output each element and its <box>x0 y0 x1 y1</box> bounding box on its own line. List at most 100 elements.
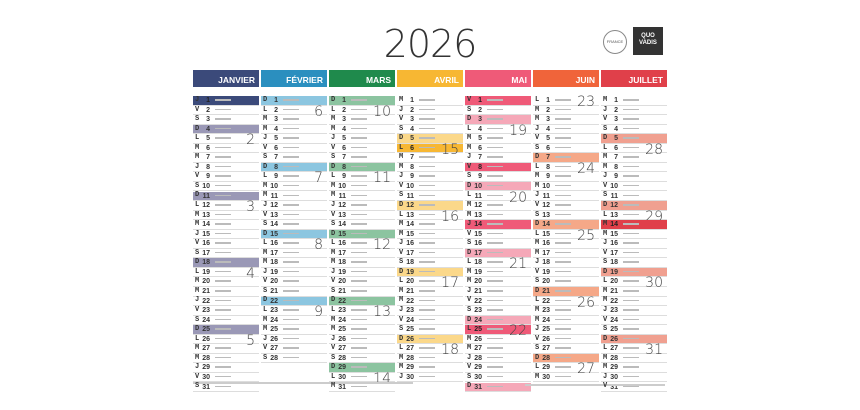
day-row: 7 <box>261 153 327 163</box>
day-number: 25 <box>610 326 618 334</box>
day-row: 23 <box>601 306 667 316</box>
saint-name <box>623 184 639 187</box>
saint-name <box>555 137 571 139</box>
day-row: 15 <box>465 230 531 240</box>
day-row: 2 <box>465 106 531 116</box>
day-number: 20 <box>542 278 550 286</box>
day-row: 3 <box>193 115 259 125</box>
day-row: 26 <box>329 335 395 345</box>
saint-name <box>351 337 367 340</box>
day-row: 18 <box>601 258 667 268</box>
saint-name <box>623 204 639 206</box>
day-number: 27 <box>406 345 414 353</box>
saint-name <box>623 280 639 282</box>
day-row: 4 <box>193 124 259 135</box>
saint-name <box>487 184 503 187</box>
day-row: 12 <box>329 201 395 211</box>
saint-name <box>623 156 639 158</box>
day-number: 13 <box>406 211 414 219</box>
day-row: 5 <box>397 134 463 144</box>
day-number: 24 <box>338 316 346 324</box>
saint-name <box>283 309 299 311</box>
day-number: 28 <box>542 354 550 362</box>
saint-name <box>487 232 503 235</box>
saint-name <box>419 261 435 263</box>
day-number: 22 <box>270 297 278 305</box>
day-row: 20 <box>261 277 327 287</box>
saint-name <box>487 366 503 368</box>
day-row: 28 <box>601 354 667 364</box>
day-row: 22 <box>397 297 463 307</box>
saint-name <box>215 356 231 359</box>
day-row: 15 <box>261 229 327 240</box>
day-row: 29 <box>601 363 667 373</box>
day-number: 30 <box>338 373 346 381</box>
day-row: 3 <box>329 115 395 125</box>
day-row: 31 <box>465 382 531 393</box>
day-row: 8 24 <box>533 162 599 176</box>
saint-name <box>419 347 435 349</box>
day-number: 9 <box>274 173 278 181</box>
day-row: 4 <box>533 125 599 135</box>
saint-name <box>419 309 435 311</box>
saint-name <box>555 328 571 330</box>
day-row: 12 3 <box>193 200 259 214</box>
day-number: 27 <box>202 345 210 353</box>
day-number: 20 <box>202 278 210 286</box>
saint-name <box>623 290 639 292</box>
day-row: 27 <box>533 344 599 354</box>
day-row: 13 <box>329 211 395 221</box>
day-number: 10 <box>406 182 414 190</box>
day-number: 15 <box>406 230 414 238</box>
day-row: 12 <box>465 201 531 211</box>
day-number: 14 <box>202 221 210 229</box>
saint-name <box>487 337 503 340</box>
saint-name <box>487 137 503 139</box>
week-number: 2 <box>246 132 255 149</box>
day-row: 21 <box>601 287 667 297</box>
day-row: 12 <box>601 201 667 211</box>
day-row: 13 <box>193 211 259 221</box>
saint-name <box>487 165 503 168</box>
saint-name <box>419 299 435 302</box>
day-number: 17 <box>338 249 346 257</box>
day-number: 1 <box>546 97 550 104</box>
saint-name <box>283 270 299 273</box>
saint-name <box>351 242 367 244</box>
day-row: 29 <box>329 363 395 373</box>
day-number: 12 <box>338 202 346 210</box>
day-row: 20 17 <box>397 277 463 290</box>
day-row: 26 <box>261 335 327 345</box>
day-number: 28 <box>406 354 414 362</box>
day-number: 17 <box>610 249 618 257</box>
saint-name <box>351 375 367 378</box>
footer-legend <box>193 382 413 384</box>
day-number: 25 <box>406 326 414 334</box>
saint-name <box>487 175 503 177</box>
month-column: MAI 1 2 3 4 19 5 6 7 8 9 10 11 20 12 13 14 15 16 17 18 21 19 20… <box>465 70 531 393</box>
month-column: MARS 1 2 10 3 4 5 6 7 8 9 11 10 11 12 13 14 15 16 12 17 18 19 2… <box>329 70 395 393</box>
day-number: 15 <box>270 230 278 238</box>
day-row: 6 <box>465 144 531 154</box>
saint-name <box>487 328 503 330</box>
saint-name <box>487 299 503 302</box>
weekday-letters-column: VSDLMMJVSDLMMJVSDLMMJVSDLMMJVSD <box>467 96 472 391</box>
day-number: 24 <box>474 316 482 324</box>
day-number: 10 <box>542 182 550 190</box>
saint-name <box>283 242 299 244</box>
day-row: 2 <box>397 106 463 116</box>
day-row: 10 <box>397 182 463 192</box>
day-number: 20 <box>406 278 414 286</box>
day-number: 13 <box>338 211 346 219</box>
saint-name <box>351 184 367 187</box>
day-number: 27 <box>270 345 278 353</box>
day-number: 21 <box>542 288 550 295</box>
day-row: 20 <box>329 277 395 287</box>
saint-name <box>555 261 571 263</box>
day-number: 4 <box>478 125 482 133</box>
day-number: 30 <box>610 373 618 381</box>
saint-name <box>487 156 503 158</box>
day-row: 21 <box>533 287 599 297</box>
day-number: 9 <box>206 173 210 181</box>
day-number: 2 <box>410 106 414 114</box>
